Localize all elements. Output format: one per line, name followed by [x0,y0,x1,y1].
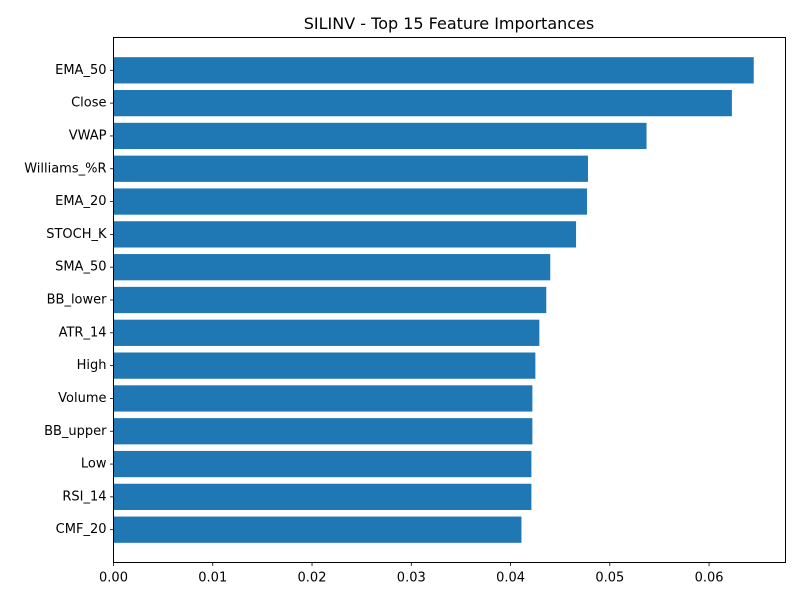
x-tick-label: 0.04 [496,571,525,586]
bar-bb-lower [113,286,547,314]
bar-close [113,90,732,117]
y-tick-label: CMF_20 [56,522,107,537]
y-tick-label: Williams_%R [24,161,106,176]
plot-frame [113,37,786,563]
x-tick-label: 0.02 [298,571,327,586]
x-tick-label: 0.05 [595,571,624,586]
x-tick-label: 0.01 [198,571,227,586]
x-axis-ticks: 0.00 0.01 0.02 0.03 0.04 0.05 0.06 [99,562,724,586]
bar-rsi-14 [113,483,532,510]
bars-group [113,57,754,543]
y-tick-label: RSI_14 [62,489,106,504]
y-axis-ticks: EMA_50 Close VWAP Williams_%R EMA_20 STOCH_K S… [24,63,114,537]
bar-stoch-k [113,221,577,248]
bar-vwap [113,122,647,150]
bar-atr-14 [113,319,540,346]
bar-ema-50 [113,57,754,84]
x-tick-label: 0.03 [397,571,426,586]
y-tick-label: High [77,358,107,373]
y-tick-label: STOCH_K [46,227,107,242]
bar-volume [113,385,533,412]
y-tick-label: VWAP [69,128,107,143]
bar-williams-r [113,155,588,182]
y-tick-label: EMA_20 [55,194,106,209]
bar-low [113,450,532,478]
bar-high [113,352,536,379]
y-tick-label: Close [71,96,106,111]
x-tick-label: 0.00 [99,571,128,586]
y-tick-label: BB_upper [44,424,107,439]
y-tick-label: SMA_50 [55,260,106,275]
bar-sma-50 [113,254,551,281]
y-tick-label: ATR_14 [59,325,107,340]
bar-bb-upper [113,418,533,445]
y-tick-label: BB_lower [47,293,108,308]
y-tick-label: EMA_50 [55,63,106,78]
bar-cmf-20 [113,516,522,543]
bar-ema-20 [113,188,587,215]
y-tick-label: Volume [58,391,106,406]
chart-title: SILINV - Top 15 Feature Importances [304,14,594,33]
x-tick-label: 0.06 [695,571,724,586]
y-tick-label: Low [81,457,107,472]
